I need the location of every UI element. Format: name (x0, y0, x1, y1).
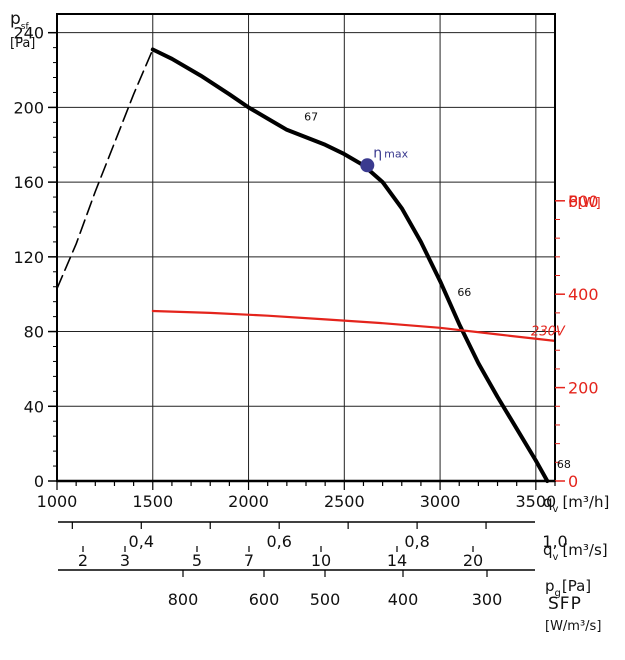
scale-label-sfp: 400 (388, 590, 419, 609)
scale-label-sfp: 600 (249, 590, 280, 609)
scale-label-m3s: 1,0 (542, 532, 567, 551)
y-tick-label: 0 (34, 472, 44, 491)
x-tick-label: 3000 (420, 492, 461, 511)
grid-lines (57, 14, 555, 481)
eta-max-label: η max (373, 145, 408, 161)
y-tick-label: 40 (24, 397, 44, 416)
scale-label-m3s: 0,6 (266, 532, 291, 551)
scale-label-pg: 10 (311, 551, 331, 570)
scale-label-pg: 5 (192, 551, 202, 570)
x-tick-label: 2500 (324, 492, 365, 511)
pressure-curve (150, 47, 550, 483)
power-curve-230v (151, 309, 557, 342)
scale-label-m3s: 0,4 (129, 532, 154, 551)
scale-title-sfp: SFP (548, 594, 582, 614)
y-tick-label: 80 (24, 323, 44, 342)
x-tick-label: 1000 (37, 492, 78, 511)
x-tick-label: 1500 (132, 492, 173, 511)
scale-label-pg: 3 (120, 551, 130, 570)
scale-title-pg: pg[Pa] (545, 577, 591, 599)
plot-frame (56, 13, 556, 482)
scale-label-sfp: 300 (472, 590, 503, 609)
curve-label: 67 (304, 110, 318, 123)
power-axis-title: P[W] (568, 192, 601, 211)
scale-label-sfp: 500 (310, 590, 341, 609)
scale-label-pg: 20 (463, 551, 483, 570)
annotations: 67 66 68 230V η max (304, 110, 571, 470)
scale-title-m3s: qv [m³/s] (543, 541, 608, 563)
secondary-scales: 0,4 0,6 0,8 1,0qv [m³/s] 2 3 5 7 10 14 20 pg[Pa] 800 6… (58, 521, 608, 634)
x-tick-label: 2000 (228, 492, 269, 511)
curve-label-230v: 230V (531, 324, 566, 339)
curve-label: 66 (457, 286, 471, 299)
scale-unit-sfp: [W/m³/s] (545, 619, 601, 634)
axis-labels: psf [Pa] P[W] qv [m³/h] (10, 9, 609, 515)
scale-label-pg: 2 (78, 551, 88, 570)
y-axis-unit: [Pa] (10, 36, 35, 51)
scale-label-sfp: 800 (168, 590, 199, 609)
power-tick-label: 400 (568, 285, 599, 304)
scale-label-m3s: 0,8 (404, 532, 429, 551)
y-tick-label: 200 (13, 98, 44, 117)
eta-max-marker (360, 158, 375, 173)
curve-label: 68 (557, 458, 571, 471)
pressure-curve-dashed (56, 48, 154, 290)
y-tick-label: 160 (13, 173, 44, 192)
power-tick-label: 200 (568, 379, 599, 398)
y-axis-title: psf (10, 9, 29, 32)
scale-label-pg: 14 (387, 551, 407, 570)
y-tick-label: 240 (13, 24, 44, 43)
power-tick-label: 600 (568, 192, 599, 211)
scale-label-pg: 7 (244, 551, 254, 570)
x-tick-label: 3500 (515, 492, 556, 511)
x-axis-title: qv [m³/h] (543, 493, 609, 515)
y-tick-label: 120 (13, 248, 44, 267)
axes-group: 0 40 80 120 160 200 240 0 200 400 600 1000 1500 2000 2… (13, 13, 599, 511)
power-tick-label: 0 (568, 472, 578, 491)
